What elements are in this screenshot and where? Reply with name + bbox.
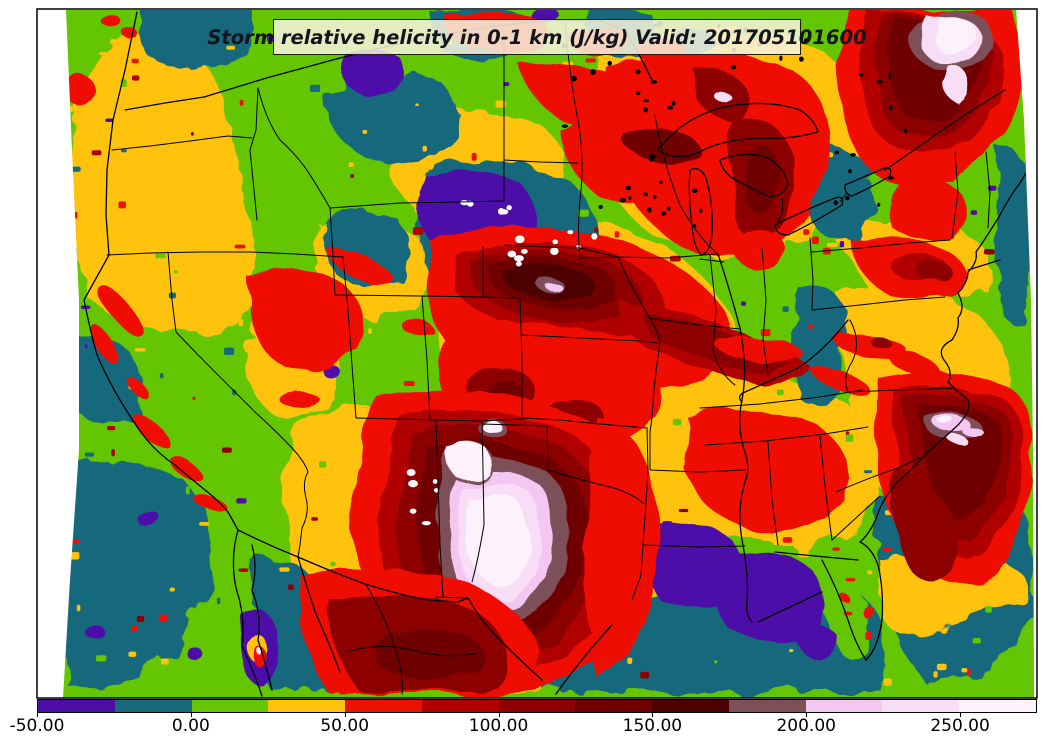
geo-boundaries [83,11,1033,697]
colorbar: -50.00 0.00 50.00 100.00 150.00 200.00 250.00 [10,699,1037,745]
domain-edge-left [38,10,79,698]
colorbar-tick-mark [498,713,500,717]
colorbar-tick-label: 150.00 [622,716,683,736]
colorbar-tick-mark [652,713,654,717]
colorbar-segment [498,700,576,712]
colorbar-segment [268,700,346,712]
colorbar-tick-label: 0.00 [171,716,210,736]
colorbar-segment [728,700,806,712]
colorbar-tick-label: 100.00 [468,716,529,736]
colorbar-tick-mark [37,713,38,717]
colorbar-tick-label: 200.00 [776,716,836,736]
colorbar-bar [37,699,1037,713]
colorbar-tick-mark [806,713,808,717]
map-frame [36,8,1038,699]
title-text: Storm relative helicity in 0-1 km (J/kg)… [207,25,867,49]
colorbar-tick-label: 250.00 [930,716,990,736]
colorbar-segment [114,700,192,712]
colorbar-segment [959,700,1036,712]
colorbar-tick-label: -50.00 [9,716,65,736]
colorbar-tick-mark [960,713,962,717]
colorbar-segment [345,700,422,712]
colorbar-segment [38,700,115,712]
colorbar-segment [652,700,729,712]
colorbar-segment [421,700,499,712]
colorbar-segment [805,700,883,712]
colorbar-tick-label: 50.00 [320,716,370,736]
colorbar-tick-mark [190,713,192,717]
domain-edge-right [1016,10,1036,698]
colorbar-segment [882,700,960,712]
colorbar-segment [191,700,269,712]
colorbar-tick-mark [344,713,346,717]
title-box: Storm relative helicity in 0-1 km (J/kg)… [207,19,867,55]
colorbar-segment [575,700,653,712]
